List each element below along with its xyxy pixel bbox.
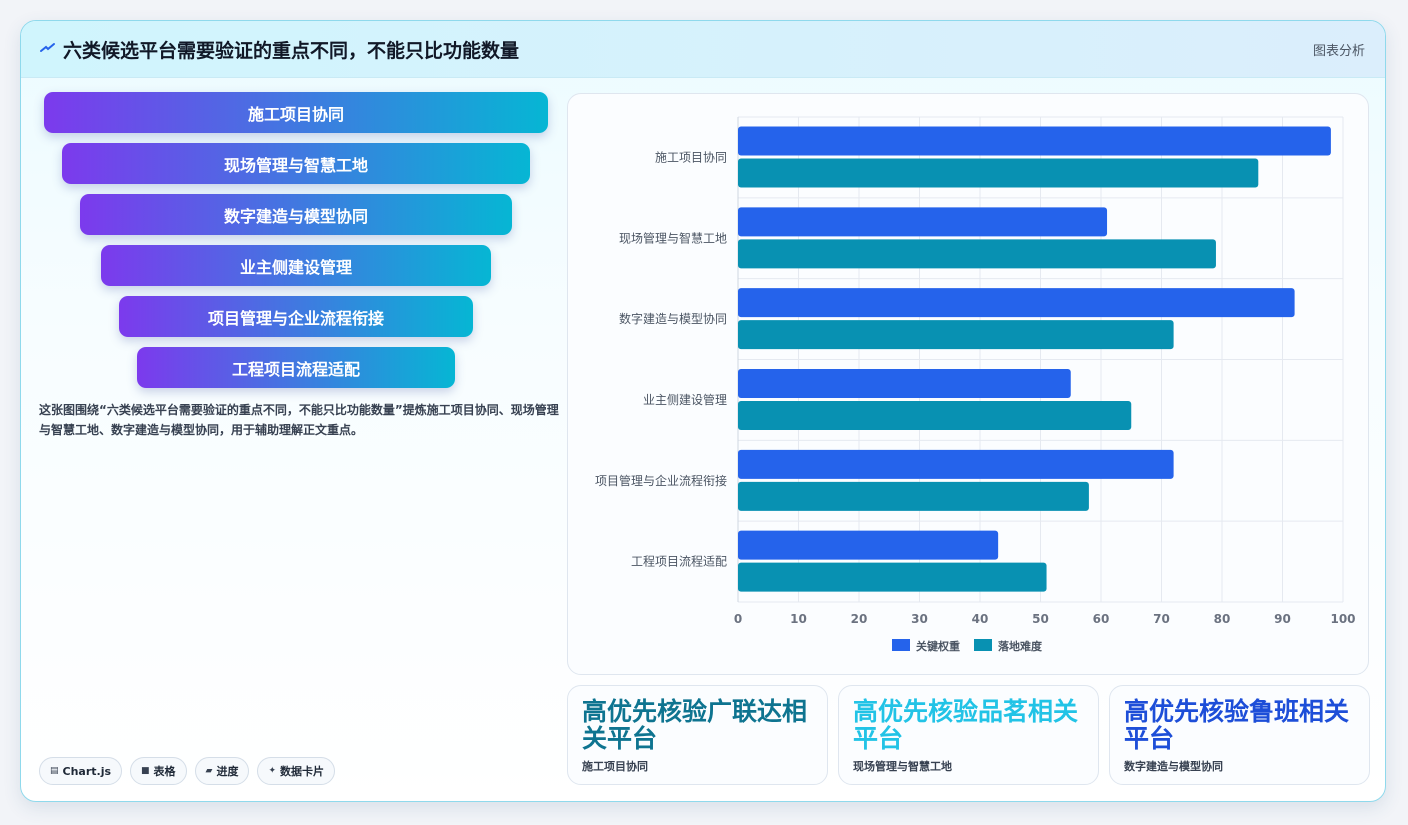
legend-label: 落地难度: [998, 639, 1043, 653]
kpi-value: 高优先核验鲁班相关平台: [1124, 697, 1350, 753]
y-tick-label: 项目管理与企业流程衔接: [595, 473, 727, 488]
legend-swatch: [892, 639, 910, 651]
bar: [738, 369, 1071, 398]
tag-label: Chart.js: [62, 764, 112, 778]
tag-label: 表格: [153, 765, 176, 778]
tag-label: 数据卡片: [280, 765, 325, 778]
tag-table[interactable]: ■ 表格: [130, 757, 187, 785]
bar: [738, 320, 1174, 350]
bar: [738, 562, 1047, 592]
funnel-step: 现场管理与智慧工地: [62, 143, 530, 184]
funnel-step: 项目管理与企业流程衔接: [119, 296, 473, 337]
funnel-step: 数字建造与模型协同: [80, 194, 512, 235]
page-title: 六类候选平台需要验证的重点不同，不能只比功能数量: [63, 40, 520, 62]
bar: [738, 239, 1216, 269]
x-tick-label: 10: [790, 612, 807, 626]
bar: [738, 449, 1174, 479]
legend-swatch: [974, 639, 992, 651]
x-tick-label: 20: [851, 612, 868, 626]
description: 这张图围绕“六类候选平台需要验证的重点不同，不能只比功能数量”提炼施工项目协同、…: [39, 403, 559, 437]
x-tick-label: 100: [1330, 612, 1355, 626]
bar: [738, 158, 1259, 188]
bar: [738, 288, 1295, 318]
kpi-card: 高优先核验广联达相关平台 施工项目协同: [567, 685, 828, 785]
trend-line-icon: [40, 43, 55, 52]
x-tick-label: 80: [1214, 612, 1231, 626]
kpi-card: 高优先核验品茗相关平台 现场管理与智慧工地: [838, 685, 1099, 785]
x-tick-label: 60: [1093, 612, 1110, 626]
chart-panel: 0 10 20 30 40 50 60 70 80 90 100 施工项目协同现场管理与智慧工地 数字建…: [567, 93, 1369, 675]
y-tick-label: 施工项目协同: [655, 149, 727, 164]
bar: [738, 207, 1108, 237]
tag-progress[interactable]: ▰ 进度: [194, 757, 250, 785]
funnel-step: 工程项目流程适配: [137, 347, 455, 388]
kpi-label: 现场管理与智慧工地: [853, 760, 952, 773]
progress-icon: ▰: [205, 766, 213, 776]
kpi-card: 高优先核验鲁班相关平台 数字建造与模型协同: [1109, 685, 1370, 785]
kpi-label: 数字建造与模型协同: [1124, 760, 1223, 773]
analysis-label[interactable]: 图表分析: [1312, 44, 1365, 59]
x-tick-label: 70: [1153, 612, 1170, 626]
kpi-value: 高优先核验品茗相关平台: [853, 697, 1079, 753]
tag-data-card[interactable]: ✦ 数据卡片: [257, 757, 336, 785]
x-tick-label: 40: [972, 612, 989, 626]
x-tick-label: 30: [911, 612, 928, 626]
bar-chart: 0 10 20 30 40 50 60 70 80 90 100 施工项目协同现场管理与智慧工地数字建…: [595, 116, 1356, 653]
funnel-step: 施工项目协同: [44, 92, 548, 133]
kpi-value: 高优先核验广联达相关平台: [582, 697, 808, 753]
main-card: 六类候选平台需要验证的重点不同，不能只比功能数量 图表分析 施工项目协同 现场管…: [20, 20, 1386, 802]
kpi-label: 施工项目协同: [582, 760, 648, 773]
funnel-step: 业主侧建设管理: [101, 245, 491, 286]
legend-label: 关键权重: [916, 639, 960, 653]
bar: [738, 126, 1331, 156]
grid-icon: ■: [141, 766, 150, 776]
tag-chartjs[interactable]: ▤ Chart.js: [39, 757, 123, 785]
y-tick-label: 工程项目流程适配: [631, 554, 727, 569]
header: 六类候选平台需要验证的重点不同，不能只比功能数量 图表分析: [21, 21, 1385, 78]
table-icon: ▤: [50, 766, 59, 776]
bar: [738, 530, 999, 560]
bar: [738, 481, 1089, 511]
y-tick-label: 业主侧建设管理: [643, 392, 727, 407]
y-tick-label: 现场管理与智慧工地: [619, 230, 727, 245]
y-tick-label: 数字建造与模型协同: [619, 311, 727, 326]
tag-list: ▤ Chart.js ■ 表格 ▰ 进度 ✦ 数据卡片: [39, 757, 336, 785]
bar: [738, 401, 1132, 430]
x-tick-label: 50: [1032, 612, 1049, 626]
x-tick-label: 0: [734, 612, 742, 626]
x-tick-label: 90: [1274, 612, 1291, 626]
sparkle-icon: ✦: [268, 766, 277, 776]
tag-label: 进度: [216, 765, 239, 778]
